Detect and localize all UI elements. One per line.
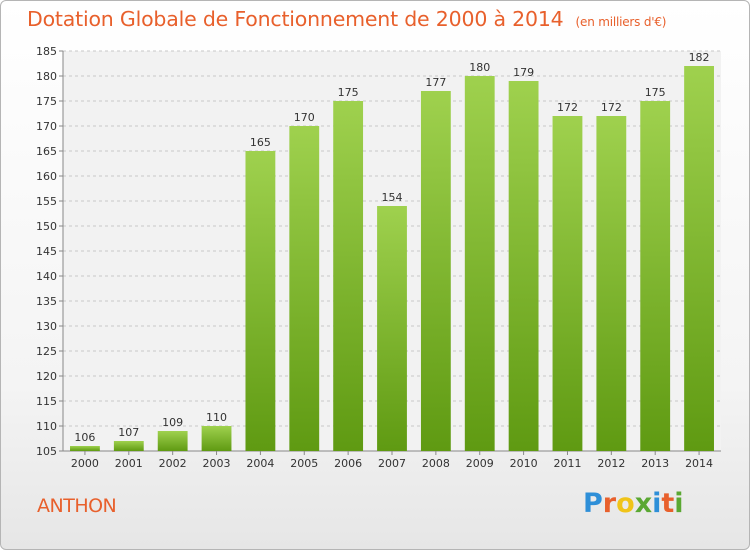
- x-tick-label: 2010: [510, 457, 538, 470]
- x-tick-label: 2008: [422, 457, 450, 470]
- y-tick-label: 105: [36, 445, 57, 458]
- bar-value-label: 177: [425, 76, 446, 89]
- y-tick-label: 185: [36, 45, 57, 58]
- x-tick-label: 2009: [466, 457, 494, 470]
- logo-letter: i: [674, 488, 684, 519]
- logo-letter: r: [602, 488, 617, 519]
- bar: [420, 91, 451, 451]
- bar-value-label: 106: [74, 431, 95, 444]
- x-tick-label: 2012: [597, 457, 625, 470]
- x-tick-label: 2011: [553, 457, 581, 470]
- bar-value-label: 110: [206, 411, 227, 424]
- bar: [377, 206, 407, 451]
- bar: [333, 101, 364, 451]
- bar-value-label: 182: [689, 51, 710, 64]
- bar: [640, 101, 671, 451]
- bar-value-label: 180: [469, 61, 490, 74]
- x-tick-label: 2007: [378, 457, 406, 470]
- y-tick-label: 125: [36, 345, 57, 358]
- logo-letter: t: [661, 488, 675, 519]
- y-tick-label: 110: [36, 420, 57, 433]
- bar: [70, 446, 100, 451]
- y-tick-label: 180: [36, 70, 57, 83]
- bar-value-label: 109: [162, 416, 183, 429]
- logo-letter: i: [652, 488, 662, 519]
- bar-value-label: 172: [557, 101, 578, 114]
- y-tick-label: 140: [36, 270, 57, 283]
- x-tick-label: 2003: [203, 457, 231, 470]
- logo-letter: x: [634, 488, 653, 519]
- bar: [113, 441, 144, 451]
- bar-value-label: 175: [645, 86, 666, 99]
- x-tick-label: 2000: [71, 457, 99, 470]
- logo-letter: o: [616, 488, 635, 519]
- x-tick-label: 2002: [159, 457, 187, 470]
- bar-value-label: 165: [250, 136, 271, 149]
- bar-value-label: 179: [513, 66, 534, 79]
- bar: [684, 66, 714, 451]
- bar-value-label: 154: [382, 191, 403, 204]
- bar: [508, 81, 539, 451]
- bar: [245, 151, 276, 451]
- y-tick-label: 160: [36, 170, 57, 183]
- y-tick-label: 170: [36, 120, 57, 133]
- y-tick-label: 155: [36, 195, 57, 208]
- bar-value-label: 172: [601, 101, 622, 114]
- y-tick-label: 135: [36, 295, 57, 308]
- bar: [552, 116, 583, 451]
- bar: [464, 76, 495, 451]
- bar: [289, 126, 320, 451]
- x-tick-label: 2013: [641, 457, 669, 470]
- chart-title: Dotation Globale de Fonctionnement de 20…: [27, 7, 666, 31]
- bar-value-label: 170: [294, 111, 315, 124]
- bar: [201, 426, 232, 451]
- x-tick-label: 2014: [685, 457, 713, 470]
- y-tick-label: 150: [36, 220, 57, 233]
- bar-value-label: 175: [338, 86, 359, 99]
- y-tick-label: 145: [36, 245, 57, 258]
- x-tick-label: 2001: [115, 457, 143, 470]
- logo-letter: P: [583, 488, 603, 519]
- unit-label: (en milliers d'€): [575, 15, 667, 29]
- bar: [596, 116, 627, 451]
- y-tick-label: 165: [36, 145, 57, 158]
- commune-name: ANTHON: [37, 495, 117, 517]
- x-tick-label: 2005: [290, 457, 318, 470]
- title-text: Dotation Globale de Fonctionnement de 20…: [27, 7, 564, 31]
- x-tick-label: 2004: [246, 457, 274, 470]
- proxiti-logo: Proxiti: [583, 488, 684, 519]
- bar: [157, 431, 188, 451]
- y-tick-label: 130: [36, 320, 57, 333]
- bar-value-label: 107: [118, 426, 139, 439]
- y-tick-label: 120: [36, 370, 57, 383]
- x-tick-label: 2006: [334, 457, 362, 470]
- y-tick-label: 175: [36, 95, 57, 108]
- y-tick-label: 115: [36, 395, 57, 408]
